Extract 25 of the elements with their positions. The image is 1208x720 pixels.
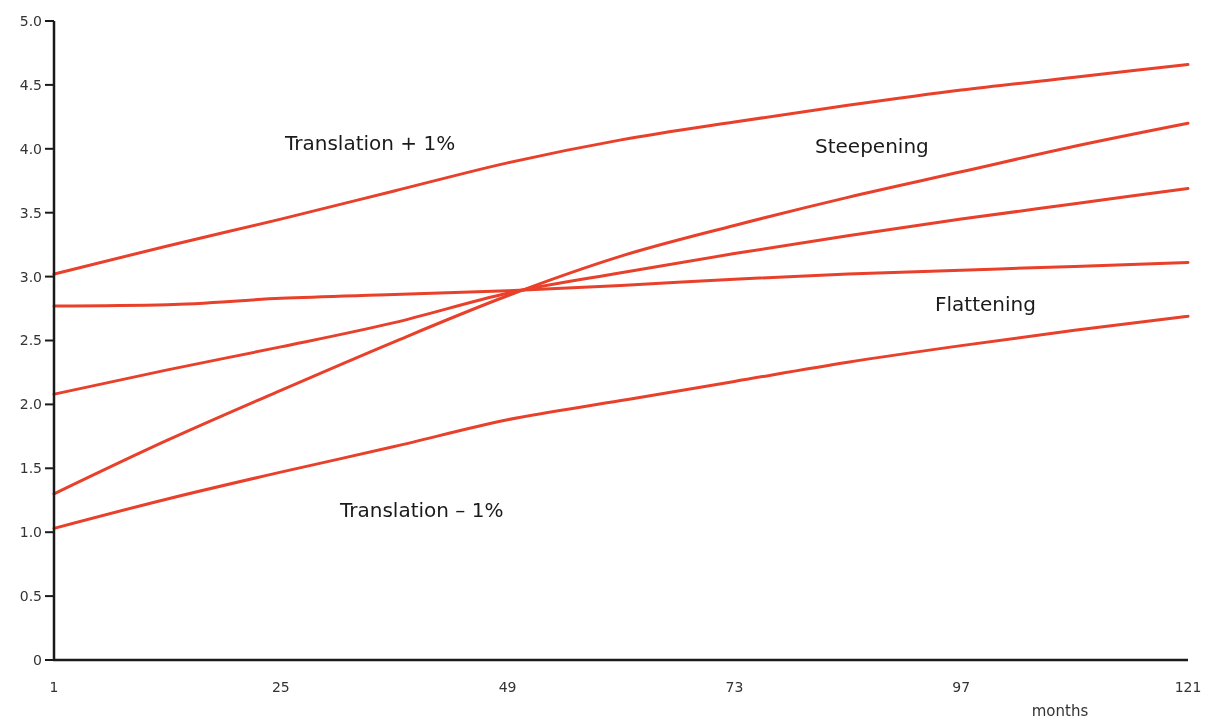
line-series [52, 314, 1190, 530]
y-tick-label: 3.5 [19, 204, 42, 221]
y-tick-label: 4.0 [19, 140, 42, 157]
annotation: Translation – 1% [339, 498, 504, 522]
y-tick-label: 2.0 [19, 396, 42, 413]
y-tick-label: 0 [33, 651, 42, 668]
x-tick-label: 49 [498, 679, 517, 695]
annotation: Steepening [815, 134, 929, 158]
x-tick-label: 97 [952, 679, 971, 695]
y-tick-label: 1.5 [19, 460, 42, 477]
x-axis-title: months [1031, 702, 1089, 720]
annotation: Flattening [935, 292, 1036, 316]
y-tick-label: 5.0 [19, 12, 42, 29]
y-tick-label: 1.0 [19, 524, 42, 541]
line-series [52, 62, 1190, 276]
x-tick-label: 25 [271, 679, 290, 695]
y-tick-label: 0.5 [19, 588, 42, 604]
x-tick-label: 1 [49, 679, 59, 695]
x-tick-label: 121 [1174, 679, 1202, 695]
y-tick-label: 2.5 [19, 332, 42, 349]
annotation: Translation + 1% [284, 131, 456, 155]
y-tick-label: 4.5 [19, 76, 42, 93]
line-series [52, 121, 1190, 496]
x-tick-label: 73 [725, 679, 744, 695]
y-tick-label: 3.0 [19, 268, 42, 285]
